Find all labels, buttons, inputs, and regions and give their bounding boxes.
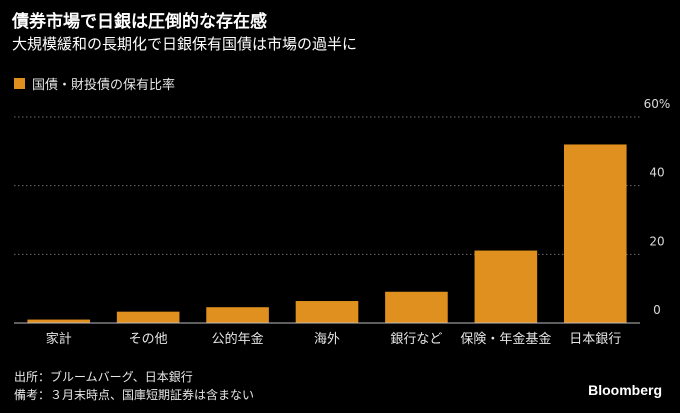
bar [116, 311, 180, 323]
bar [27, 319, 91, 323]
bar [385, 291, 448, 323]
bar [474, 250, 538, 323]
chart-title: 債券市場で日銀は圧倒的な存在感 [12, 12, 267, 32]
x-tick-label: 銀行など [390, 332, 442, 347]
chart-subtitle: 大規模緩和の長期化で日銀保有国債は市場の過半に [12, 35, 358, 53]
legend: 国債・財投債の保有比率 [14, 74, 175, 93]
x-tick-label: 日本銀行 [569, 332, 621, 347]
x-tick-label: 家計 [46, 331, 72, 347]
y-tick-label: 0 [653, 303, 661, 317]
bar [563, 144, 627, 323]
y-tick-label: 20 [649, 234, 664, 248]
bar [295, 301, 359, 323]
legend-swatch [14, 78, 25, 89]
x-tick-label: 海外 [314, 332, 340, 347]
y-tick-label: 60% [644, 97, 671, 111]
x-tick-label: その他 [129, 332, 168, 347]
bloomberg-logo: Bloomberg [588, 382, 662, 398]
legend-label: 国債・財投債の保有比率 [32, 78, 176, 93]
y-tick-label: 40 [649, 166, 664, 180]
bar [206, 307, 269, 323]
x-tick-label: 保険・年金基金 [460, 331, 551, 347]
x-tick-label: 公的年金 [212, 331, 264, 347]
source-note: 出所：ブルームバーグ、日本銀行 [14, 370, 193, 384]
footnote: 備考：３月末時点、国庫短期証券は含まない [14, 388, 255, 402]
